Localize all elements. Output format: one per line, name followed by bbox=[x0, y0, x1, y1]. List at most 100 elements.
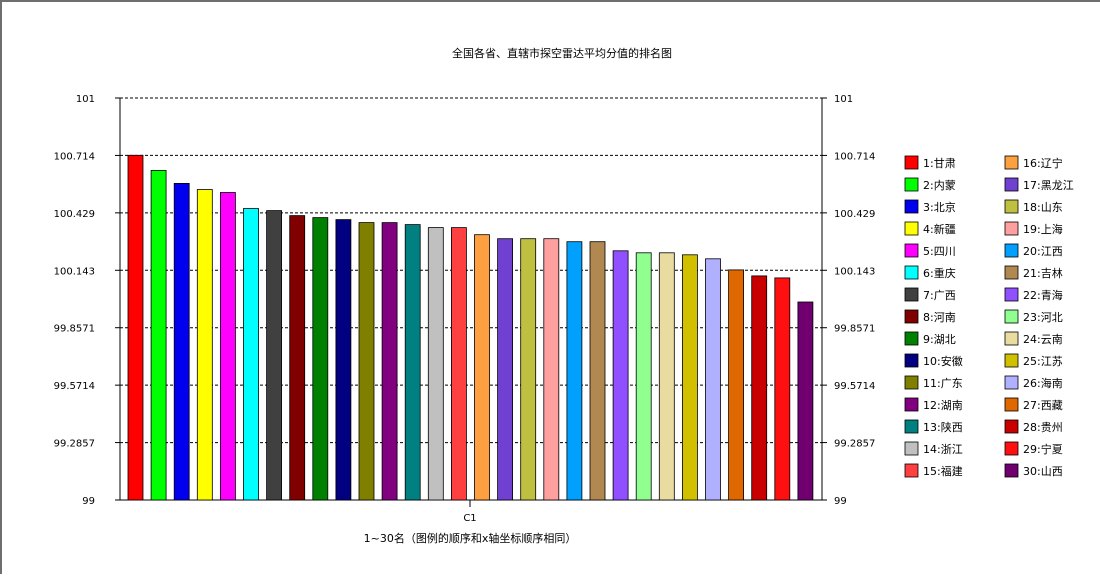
legend-swatch bbox=[1004, 155, 1019, 170]
right-tick-label: 101 bbox=[834, 94, 853, 105]
legend-item-27: 27:西藏 bbox=[1004, 397, 1063, 412]
legend-swatch bbox=[904, 331, 919, 346]
legend-item-11: 11:广东 bbox=[904, 375, 963, 390]
legend-item-1: 1:甘肃 bbox=[904, 155, 956, 170]
legend-label: 25:江苏 bbox=[1023, 355, 1063, 368]
legend-item-9: 9:湖北 bbox=[904, 331, 956, 346]
legend-swatch bbox=[904, 375, 919, 390]
legend-swatch bbox=[1004, 441, 1019, 456]
legend-item-16: 16:辽宁 bbox=[1004, 155, 1063, 170]
legend-swatch bbox=[904, 463, 919, 478]
legend-label: 6:重庆 bbox=[923, 266, 956, 280]
bar-16 bbox=[474, 234, 490, 501]
left-tick-label: 99.2857 bbox=[54, 439, 95, 450]
legend-swatch bbox=[1004, 177, 1019, 192]
legend-label: 18:山东 bbox=[1023, 201, 1063, 214]
legend-label: 4:新疆 bbox=[923, 222, 956, 236]
legend-item-24: 24:云南 bbox=[1004, 331, 1063, 346]
legend-swatch bbox=[904, 397, 919, 412]
legend-swatch bbox=[1004, 243, 1019, 258]
left-tick-label: 99.8571 bbox=[54, 324, 95, 335]
legend-item-4: 4:新疆 bbox=[904, 221, 956, 236]
left-tick-label: 101 bbox=[76, 94, 95, 105]
legend-item-25: 25:江苏 bbox=[1004, 353, 1063, 368]
legend-item-5: 5:四川 bbox=[904, 243, 956, 258]
legend-item-26: 26:海南 bbox=[1004, 375, 1063, 390]
legend-item-15: 15:福建 bbox=[904, 463, 963, 478]
legend-swatch bbox=[1004, 331, 1019, 346]
legend-item-17: 17:黑龙江 bbox=[1004, 177, 1074, 192]
right-y-axis-ticks: 101 100.714 100.429 100.143 99.8571 99.5714 99… bbox=[822, 94, 875, 507]
bar-5 bbox=[219, 192, 236, 501]
legend-label: 10:安徽 bbox=[923, 354, 963, 368]
legend-item-28: 28:贵州 bbox=[1004, 419, 1063, 434]
bar-23 bbox=[635, 252, 652, 501]
legend-swatch bbox=[1004, 353, 1019, 368]
legend-item-18: 18:山东 bbox=[1004, 199, 1063, 214]
legend-item-21: 21:吉林 bbox=[1004, 265, 1063, 280]
left-y-axis-ticks: 101 100.714 100.429 100.143 99.8571 99.5714 99… bbox=[54, 94, 120, 507]
bar-2 bbox=[150, 169, 167, 501]
bar-22 bbox=[612, 250, 629, 501]
bar-7 bbox=[266, 210, 283, 501]
legend-item-2: 2:内蒙 bbox=[904, 177, 956, 192]
legend-item-13: 13:陕西 bbox=[904, 419, 963, 434]
right-tick-label: 100.143 bbox=[834, 266, 875, 277]
legend-label: 30:山西 bbox=[1023, 465, 1063, 478]
left-tick-label: 99 bbox=[82, 496, 95, 507]
x-tick-label: C1 bbox=[463, 513, 476, 524]
legend-label: 22:青海 bbox=[1023, 288, 1063, 302]
legend-item-3: 3:北京 bbox=[904, 199, 956, 214]
right-tick-label: 99 bbox=[834, 496, 847, 507]
legend-label: 7:广西 bbox=[923, 289, 956, 302]
legend-swatch bbox=[904, 243, 919, 258]
right-tick-label: 100.714 bbox=[834, 151, 875, 162]
bar-4 bbox=[196, 189, 213, 501]
legend-swatch bbox=[1004, 463, 1019, 478]
legend-label: 16:辽宁 bbox=[1023, 156, 1063, 170]
legend-label: 24:云南 bbox=[1023, 333, 1063, 346]
legend-swatch bbox=[1004, 199, 1019, 214]
legend-label: 8:河南 bbox=[923, 311, 956, 324]
legend-label: 23:河北 bbox=[1023, 311, 1063, 324]
left-tick-label: 100.143 bbox=[54, 266, 95, 277]
bar-13 bbox=[404, 224, 421, 501]
legend-item-23: 23:河北 bbox=[1004, 309, 1063, 324]
legend-label: 2:内蒙 bbox=[923, 178, 956, 192]
legend-swatch bbox=[904, 419, 919, 434]
grid-lines bbox=[120, 97, 822, 444]
legend-label: 11:广东 bbox=[923, 377, 963, 390]
legend-swatch bbox=[1004, 419, 1019, 434]
x-axis-label: 1~30名（图例的顺序和x轴坐标顺序相同） bbox=[364, 531, 577, 545]
bar-8 bbox=[289, 215, 306, 501]
legend-swatch bbox=[904, 287, 919, 302]
legend-item-30: 30:山西 bbox=[1004, 463, 1063, 478]
bar-21 bbox=[589, 241, 606, 501]
legend-swatch bbox=[1004, 397, 1019, 412]
legend-swatch bbox=[904, 309, 919, 324]
right-tick-label: 99.5714 bbox=[834, 381, 875, 392]
legend-swatch bbox=[904, 441, 919, 456]
left-tick-label: 100.429 bbox=[54, 209, 95, 220]
legend-label: 21:吉林 bbox=[1023, 266, 1063, 280]
bar-17 bbox=[497, 238, 514, 501]
legend-item-20: 20:江西 bbox=[1004, 243, 1063, 258]
bar-14 bbox=[427, 227, 444, 501]
legend-label: 13:陕西 bbox=[923, 420, 963, 434]
bar-28 bbox=[751, 275, 768, 501]
legend-label: 3:北京 bbox=[923, 200, 956, 214]
legend-swatch bbox=[904, 265, 919, 280]
legend-label: 5:四川 bbox=[923, 245, 956, 258]
legend: 1:甘肃 2:内蒙 3:北京 4:新疆 5:四川 6:重庆 7:广西 8:河南 9:湖北 10:安… bbox=[904, 155, 1074, 478]
bars-group bbox=[127, 154, 814, 501]
bar-18 bbox=[520, 238, 537, 501]
legend-label: 29:宁夏 bbox=[1023, 442, 1063, 456]
legend-swatch bbox=[1004, 287, 1019, 302]
legend-label: 15:福建 bbox=[923, 464, 963, 478]
legend-label: 1:甘肃 bbox=[923, 157, 956, 170]
legend-swatch bbox=[904, 199, 919, 214]
bar-19 bbox=[543, 238, 560, 501]
legend-item-8: 8:河南 bbox=[904, 309, 956, 324]
bar-25 bbox=[682, 254, 698, 501]
